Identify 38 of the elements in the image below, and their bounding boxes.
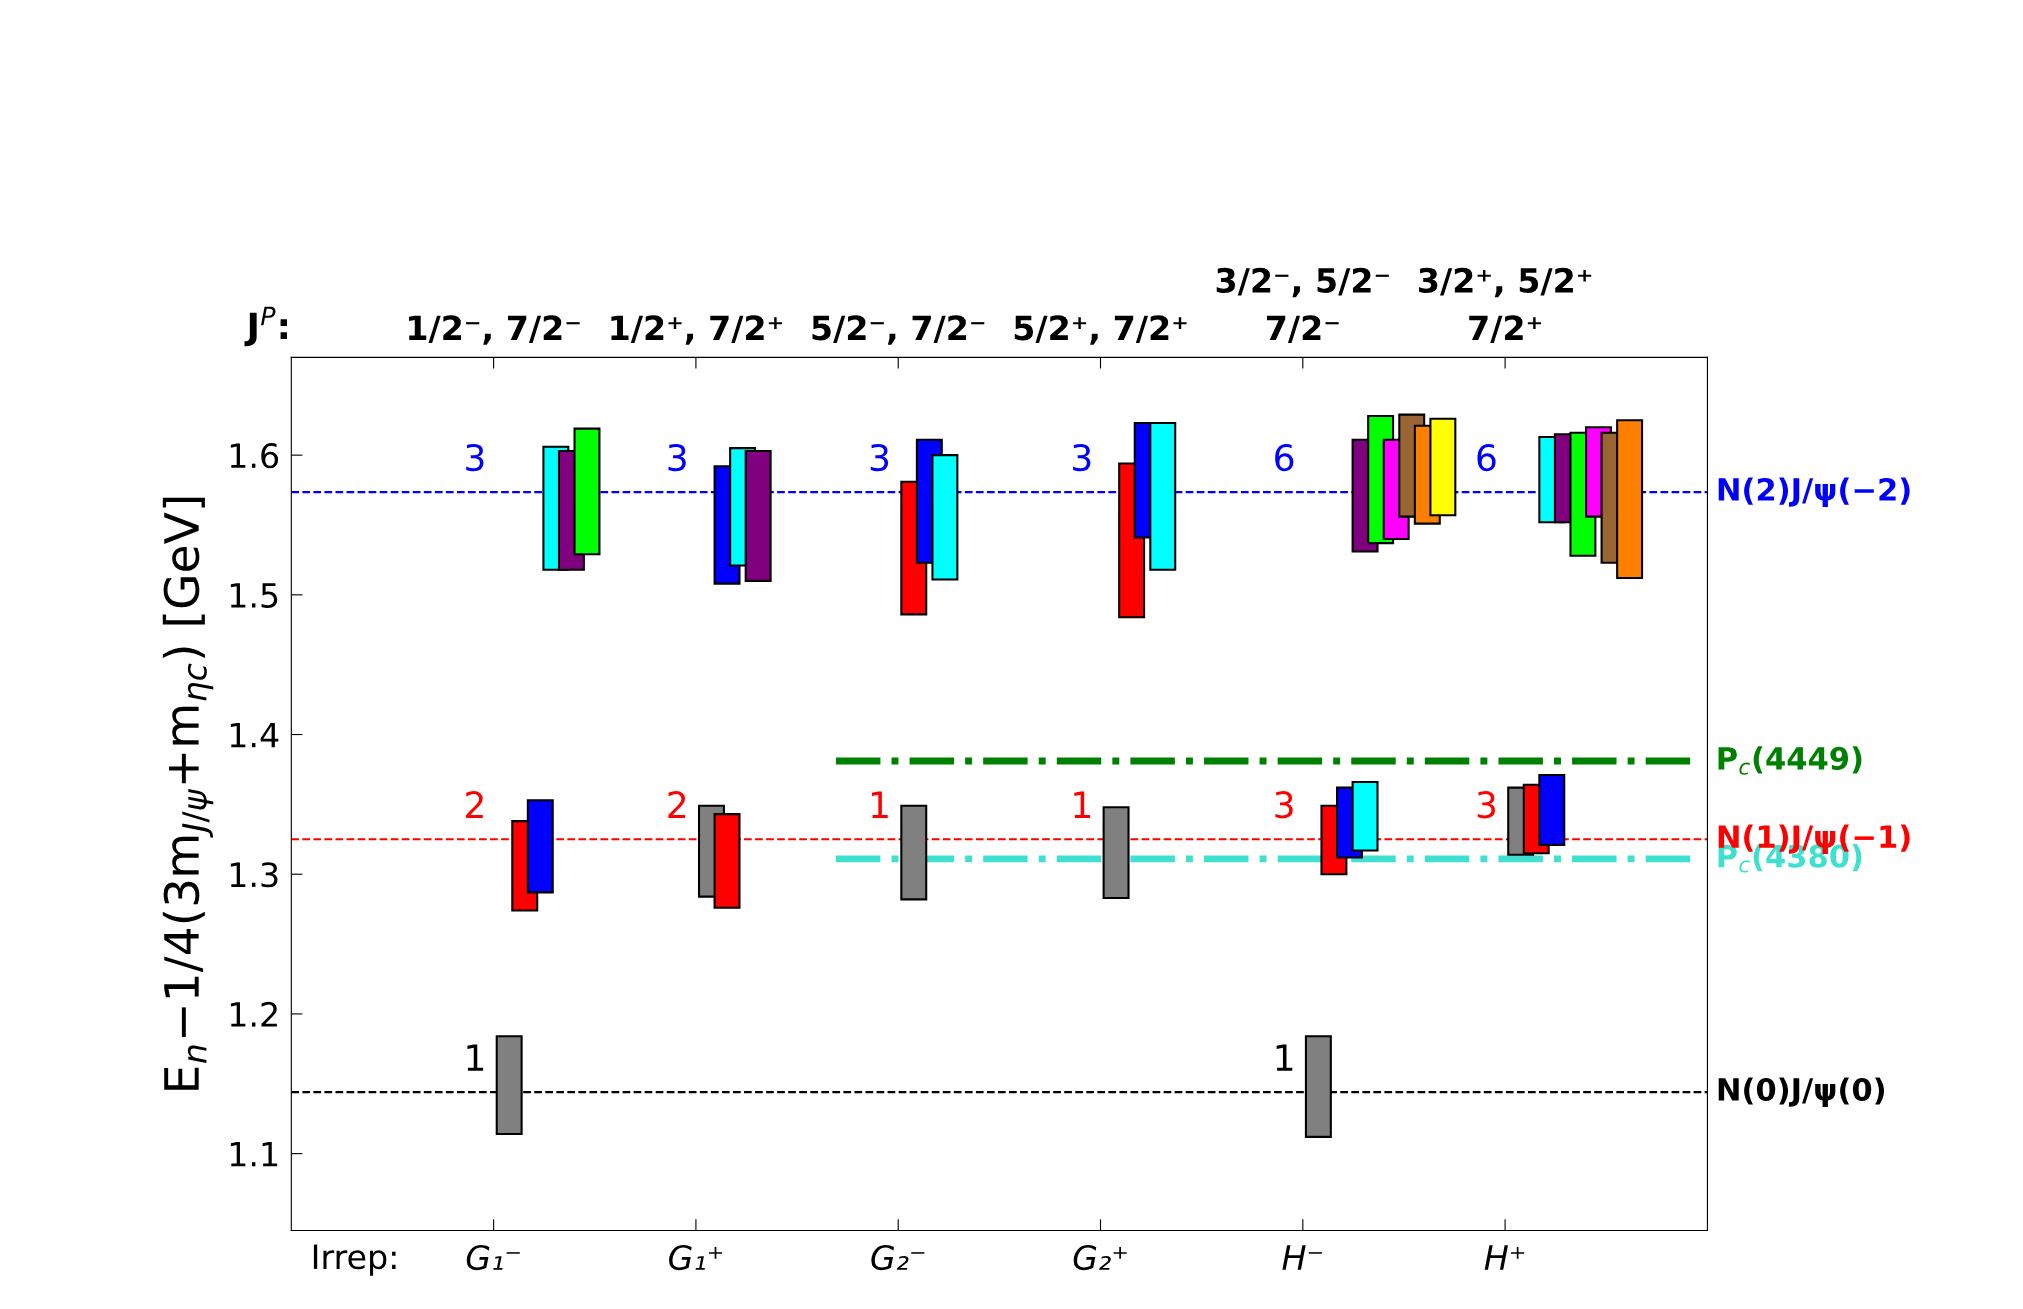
annotation: 1 [467,1044,484,1071]
y-tick-label: 1.4 [230,722,279,748]
y-tick-label: 1.3 [230,862,278,888]
text: 5/2⁻, 7/2⁻ [812,315,985,345]
annotation: 3 [1477,791,1496,819]
ref-line-label: N(0)J/ψ(0) [1718,1077,1885,1107]
x-tick-label: G₁⁺ [669,1244,723,1271]
text: 5/2⁺, 7/2⁺ [1014,315,1187,345]
annotation: 3 [466,443,484,472]
x-tick-label: G₂⁻ [871,1244,925,1271]
annotation: 6 [1275,443,1294,472]
annotation: 2 [668,791,686,818]
y-tick-label: 1.6 [230,443,279,469]
x-tick-label: H⁻ [1282,1245,1322,1270]
annotation: 3 [870,443,889,472]
annotation: 3 [1275,791,1293,819]
annotation: 1 [872,791,888,818]
y-axis-title: E$_{n}$−1/4(3m$_{J/ψ}$+m$_{ηc}$) [GeV] [162,497,214,1090]
series-label: P$_{c}$(4449) [1718,746,1862,775]
x-tick-label: G₂⁺ [1073,1244,1127,1271]
y-tick-label: 1.5 [230,583,278,608]
annotation: 1 [1074,791,1090,818]
annotation: 3 [1073,443,1091,472]
annotation: 6 [1477,443,1496,472]
text: 1/2⁻, 7/2⁻ [409,315,580,345]
annotation: 3 [668,443,686,472]
text: 3/2⁺, 5/2⁺ 7/2⁺ [1419,267,1592,344]
x-tick-label: G₁⁻ [466,1244,520,1271]
ref-line-label: N(2)J/ψ(−2) [1718,477,1910,507]
text: 3/2⁻, 5/2⁻ 7/2⁻ [1216,267,1389,344]
annotation: 2 [466,791,483,818]
x2-axis-title: J$^{P}$: [244,306,287,347]
y-tick-label: 1.2 [230,1001,277,1027]
x-tick-label: H⁺ [1484,1245,1525,1270]
x-axis-title: Irrep: [313,1244,396,1276]
annotation: 1 [1276,1044,1293,1071]
text: 1/2⁺, 7/2⁺ [611,315,782,345]
y-tick-label: 1.1 [230,1141,278,1167]
